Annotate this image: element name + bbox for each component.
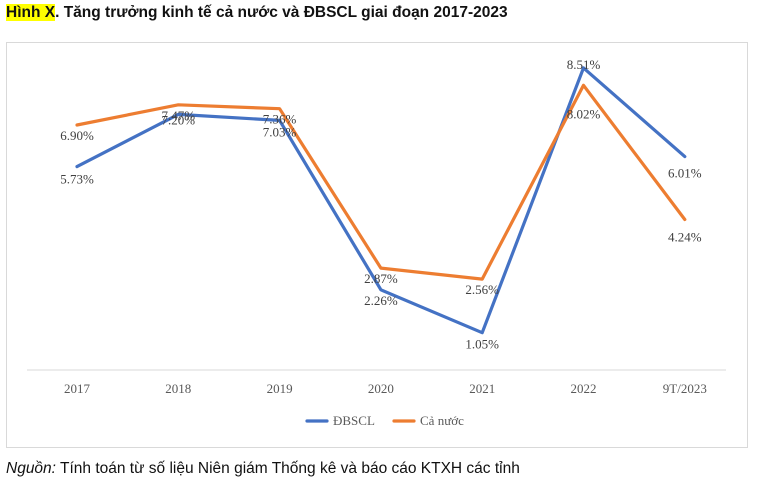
data-label-ca-nuoc: 7.36%: [263, 112, 297, 127]
x-tick-label: 2021: [469, 381, 495, 396]
data-label-dbscl: 2.26%: [364, 293, 398, 308]
chart-frame: [6, 42, 748, 448]
data-label-dbscl: 5.73%: [60, 172, 94, 187]
legend-label-dbscl: ĐBSCL: [333, 413, 375, 428]
legend-label-ca-nuoc: Cả nước: [420, 413, 464, 428]
x-tick-label: 9T/2023: [663, 381, 707, 396]
data-label-ca-nuoc: 2.56%: [465, 282, 499, 297]
data-label-ca-nuoc: 6.90%: [60, 128, 94, 143]
source-text: Tính toán từ số liệu Niên giám Thống kê …: [55, 460, 520, 477]
series-line-dbscl: [75, 66, 687, 335]
line-chart: 5.73% 7.20% 7.03% 2.26% 1.05% 8.51% 6.01% 6.90%…: [27, 57, 726, 428]
figure-title-text: . Tăng trưởng kinh tế cả nước và ĐBSCL g…: [55, 4, 508, 21]
data-label-dbscl: 6.01%: [668, 166, 702, 181]
data-labels: 5.73% 7.20% 7.03% 2.26% 1.05% 8.51% 6.01% 6.90%…: [60, 57, 702, 352]
figure-title: Hình X. Tăng trưởng kinh tế cả nước và Đ…: [6, 4, 508, 22]
data-label-dbscl: 7.20%: [162, 112, 196, 127]
legend: ĐBSCL Cả nước: [305, 413, 464, 428]
data-label-ca-nuoc: 4.24%: [668, 229, 702, 244]
source-label: Nguồn:: [6, 460, 56, 477]
series-lines: [75, 66, 687, 335]
x-tick-label: 2017: [64, 381, 91, 396]
x-tick-label: 2018: [165, 381, 191, 396]
data-label-dbscl: 8.51%: [567, 57, 601, 72]
data-label-dbscl: 1.05%: [465, 337, 499, 352]
x-tick-label: 2022: [571, 381, 597, 396]
x-tick-label: 2020: [368, 381, 394, 396]
data-label-dbscl: 7.03%: [263, 124, 297, 139]
data-label-ca-nuoc: 2.87%: [364, 271, 398, 286]
x-tick-label: 2019: [267, 381, 293, 396]
series-line-ca-nuoc: [75, 83, 687, 281]
data-label-ca-nuoc: 8.02%: [567, 106, 601, 121]
data-label-ca-nuoc: 7.47%: [162, 108, 196, 123]
x-axis-ticks: 2017 2018 2019 2020 2021 2022 9T/2023: [64, 381, 707, 396]
figure-title-prefix: Hình X: [6, 4, 56, 21]
source-note: Nguồn: Tính toán từ số liệu Niên giám Th…: [6, 460, 520, 478]
